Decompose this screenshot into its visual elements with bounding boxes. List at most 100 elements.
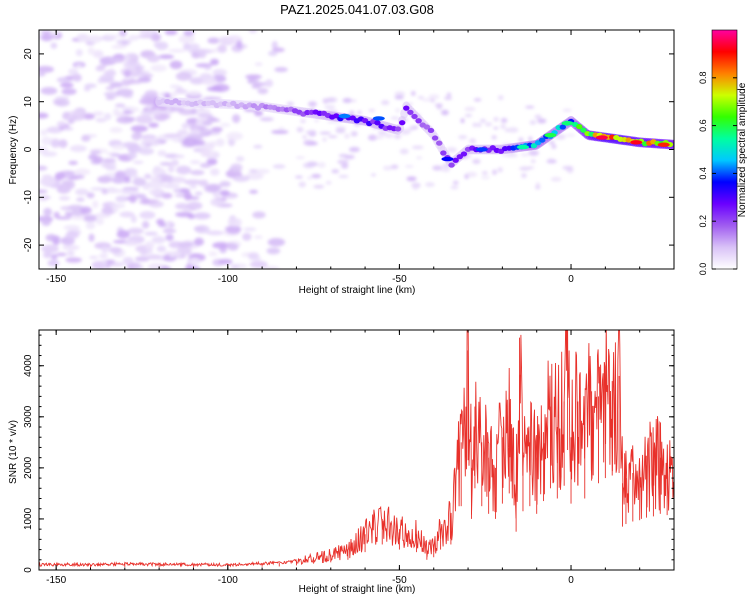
noise-blob xyxy=(227,217,242,227)
noise-blob xyxy=(267,238,286,247)
noise-blob xyxy=(190,170,205,176)
noise-blob xyxy=(206,183,222,192)
noise-blob xyxy=(121,78,131,87)
noise-blob xyxy=(111,144,126,151)
noise-blob xyxy=(472,158,481,164)
noise-blob xyxy=(183,43,191,51)
ridge-segment xyxy=(460,151,468,157)
noise-blob xyxy=(189,184,197,190)
noise-blob xyxy=(368,108,376,112)
noise-blob xyxy=(384,133,394,139)
noise-blob xyxy=(195,48,214,54)
noise-blob xyxy=(69,110,85,115)
noise-blob xyxy=(121,189,139,195)
noise-blob xyxy=(377,129,387,136)
noise-blob xyxy=(106,259,116,265)
ridge-segment xyxy=(403,105,410,111)
noise-blob xyxy=(139,211,156,220)
noise-blob xyxy=(132,177,146,187)
ridge-peak xyxy=(338,113,351,119)
noise-blob xyxy=(411,90,416,96)
y-tick-label: 4000 xyxy=(23,354,34,377)
noise-blob xyxy=(128,34,140,41)
noise-blob xyxy=(464,114,473,117)
snr-x-label: Height of straight line (km) xyxy=(299,584,416,595)
noise-blob xyxy=(187,213,196,220)
noise-blob xyxy=(140,197,150,205)
noise-blob xyxy=(416,156,423,160)
noise-blob xyxy=(86,192,95,199)
noise-blob xyxy=(148,122,159,128)
y-tick-label: -20 xyxy=(23,237,34,252)
noise-blob xyxy=(143,137,156,144)
noise-blob xyxy=(104,112,112,121)
noise-blob xyxy=(39,177,56,186)
noise-blob xyxy=(169,91,177,99)
noise-blob xyxy=(394,91,406,97)
noise-blob xyxy=(159,162,173,166)
noise-blob xyxy=(304,139,313,143)
noise-blob xyxy=(52,30,59,37)
noise-blob xyxy=(458,135,468,140)
noise-blob xyxy=(519,166,531,171)
noise-blob xyxy=(530,159,536,164)
ridge-segment xyxy=(530,143,538,149)
noise-blob xyxy=(83,216,98,222)
noise-blob xyxy=(331,169,340,174)
noise-blob xyxy=(55,95,70,101)
noise-blob xyxy=(460,118,465,124)
ridge-peak xyxy=(441,156,454,162)
noise-blob xyxy=(60,82,74,88)
noise-blob xyxy=(236,40,243,49)
noise-blob xyxy=(479,118,486,123)
noise-blob xyxy=(394,95,405,100)
noise-blob xyxy=(156,245,167,253)
noise-blob xyxy=(178,34,195,44)
noise-blob xyxy=(390,116,400,120)
noise-blob xyxy=(174,154,185,159)
x-tick-label: -50 xyxy=(392,274,407,285)
noise-blob xyxy=(58,196,71,201)
noise-blob xyxy=(146,54,160,63)
x-tick-label: -150 xyxy=(46,575,66,586)
noise-blob xyxy=(357,110,362,115)
ridge-peak xyxy=(630,140,643,145)
noise-blob xyxy=(212,242,230,249)
noise-blob xyxy=(56,185,71,194)
noise-blob xyxy=(147,254,162,260)
noise-blob xyxy=(520,153,529,157)
noise-blob xyxy=(208,251,218,257)
noise-blob xyxy=(338,175,349,178)
x-tick-label: -100 xyxy=(218,274,238,285)
x-tick-label: 0 xyxy=(568,575,574,586)
noise-blob xyxy=(109,126,123,133)
noise-blob xyxy=(399,148,409,155)
noise-blob xyxy=(123,69,132,78)
noise-blob xyxy=(308,101,317,107)
noise-blob xyxy=(41,136,52,146)
noise-blob xyxy=(158,54,175,60)
noise-blob xyxy=(493,117,499,122)
noise-blob xyxy=(207,37,220,44)
noise-blob xyxy=(342,97,353,104)
noise-blob xyxy=(328,135,338,138)
ridge-segment xyxy=(423,124,431,130)
noise-blob xyxy=(209,58,219,66)
noise-blob xyxy=(110,153,123,157)
noise-blob xyxy=(41,151,58,157)
noise-blob xyxy=(324,105,336,110)
noise-blob xyxy=(95,117,107,123)
noise-blob xyxy=(212,68,228,77)
noise-blob xyxy=(350,131,358,137)
noise-blob xyxy=(492,169,497,175)
noise-blob xyxy=(249,189,258,194)
noise-blob xyxy=(183,30,195,37)
spectrogram-y-label: Frequency (Hz) xyxy=(8,116,19,185)
noise-blob xyxy=(319,131,332,135)
noise-blob xyxy=(493,127,499,130)
noise-blob xyxy=(190,107,198,115)
noise-blob xyxy=(253,235,263,239)
noise-blob xyxy=(85,221,96,230)
snr-panel: -150 -100 -50 0 0 1000 2000 3000 4000 Height of… xyxy=(8,329,675,595)
